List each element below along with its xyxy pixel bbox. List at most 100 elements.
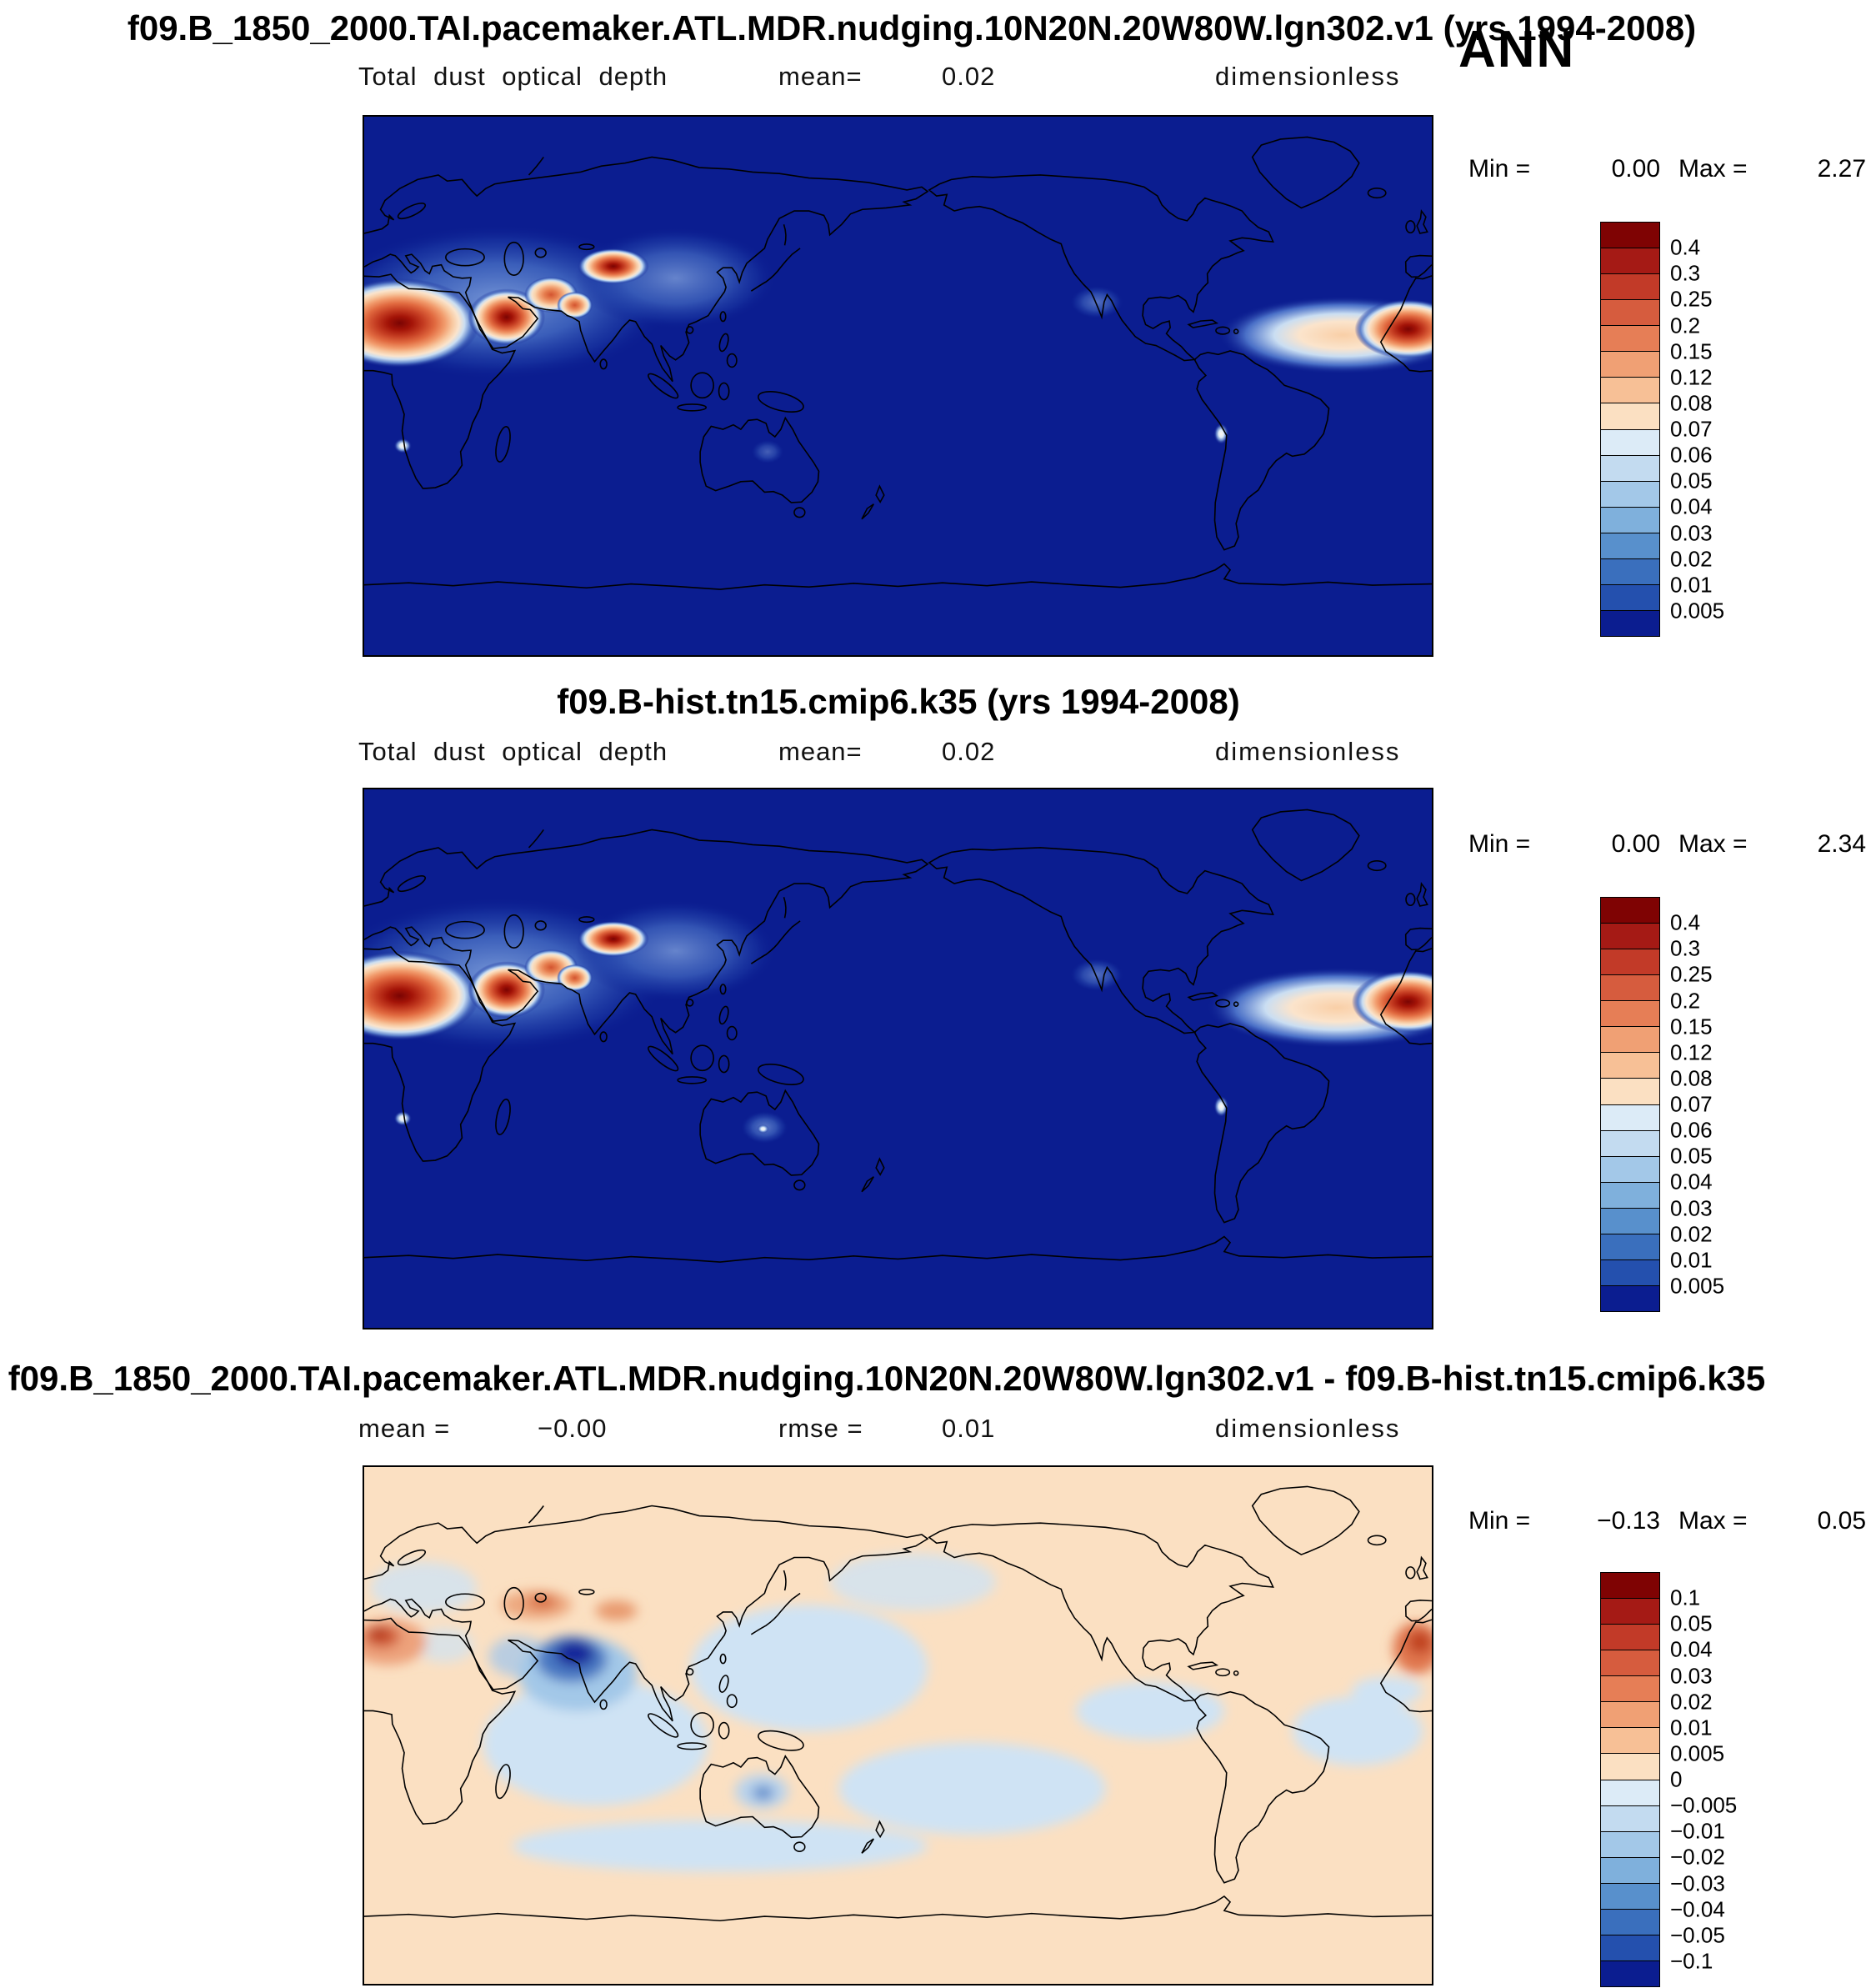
colorbar-cell (1600, 1026, 1660, 1054)
panel-2-field-label: Total dust optical depth (358, 737, 668, 766)
ocean-background (364, 117, 1432, 655)
colorbar-cell (1600, 1934, 1660, 1961)
strong-negative-core (555, 1640, 594, 1667)
colorbar-tick-label: 0.02 (1670, 546, 1713, 572)
season-label: ANN (1458, 21, 1576, 78)
sahara-dust-maximum (364, 278, 480, 368)
colorbar-tick-label: 0.005 (1670, 1740, 1725, 1766)
colorbar-cell (1600, 1908, 1660, 1935)
colorbar-cell (1600, 325, 1660, 353)
colorbar-tick-label: 0.12 (1670, 1039, 1713, 1065)
min-value: 0.00 (1611, 830, 1660, 858)
difference-anomalies (364, 1553, 1432, 1872)
colorbar-labels: 0.4 0.3 0.25 0.2 0.15 0.12 0.08 0.07 0.06 0.05 0.0… (1670, 897, 1812, 1312)
colorbar-tick-label: 0.2 (1670, 988, 1701, 1013)
colorbar-tick-label: 0.01 (1670, 572, 1713, 598)
max-value: 2.34 (1817, 830, 1866, 858)
panel-1-minmax: Min = 0.00 Max = 2.27 (1468, 155, 1866, 183)
australia-dust-spot (757, 1124, 769, 1134)
colorbar-tick-label: 0.04 (1670, 1636, 1713, 1662)
min-value: −0.13 (1597, 1507, 1660, 1535)
colorbar-cell (1600, 949, 1660, 976)
max-label: Max = (1678, 1507, 1748, 1535)
panel-1-mean-value: 0.02 (942, 62, 996, 91)
colorbar-cell (1600, 1675, 1660, 1703)
colorbar-cell (1600, 609, 1660, 637)
colorbar-cell (1600, 1078, 1660, 1105)
colorbar-cell (1600, 506, 1660, 533)
colorbar-cell (1600, 351, 1660, 378)
max-value: 2.27 (1817, 155, 1866, 183)
colorbar-tick-label: 0.4 (1670, 909, 1701, 935)
colorbar-tick-label: 0.005 (1670, 598, 1725, 623)
panel-2-subheader: Total dust optical depth mean= 0.02 dime… (0, 737, 1876, 774)
colorbar-cell (1600, 1727, 1660, 1755)
colorbar-tick-label: 0.15 (1670, 338, 1713, 364)
colorbar-cell (1600, 897, 1660, 924)
colorbar-tick-label: 0.05 (1670, 1143, 1713, 1169)
colorbar-cell (1600, 1598, 1660, 1625)
panel-3-colorbar: 0.1 0.05 0.04 0.03 0.02 0.01 0.005 0 −0.005 −0.01… (1600, 1572, 1817, 1987)
colorbar-labels: 0.4 0.3 0.25 0.2 0.15 0.12 0.08 0.07 0.06 0.05 0.0… (1670, 222, 1812, 637)
colorbar-tick-label: 0.05 (1670, 1610, 1713, 1636)
colorbar-tick-label: 0.04 (1670, 493, 1713, 519)
colorbar-tick-label: 0.25 (1670, 286, 1713, 312)
colorbar-tick-label: 0.06 (1670, 442, 1713, 468)
panel-2-dust-map (363, 788, 1433, 1330)
colorbar-cell (1600, 1284, 1660, 1312)
panel-3-difference-map (363, 1465, 1433, 1985)
panel-2-title: f09.B-hist.tn15.cmip6.k35 (yrs 1994-2008… (557, 682, 1240, 721)
colorbar-cell (1600, 454, 1660, 482)
colorbar-tick-label: 0.01 (1670, 1247, 1713, 1273)
colorbar-tick-label: 0.005 (1670, 1273, 1725, 1299)
colorbar-cell (1600, 299, 1660, 327)
colorbar-tick-label: −0.03 (1670, 1870, 1725, 1895)
sahara-dust-maximum (364, 950, 480, 1041)
colorbar-cell (1600, 273, 1660, 301)
colorbar-tick-label: 0.01 (1670, 1715, 1713, 1740)
colorbar-tick-label: 0.03 (1670, 1195, 1713, 1220)
min-value: 0.00 (1611, 155, 1660, 183)
colorbar-tick-label: −0.04 (1670, 1896, 1725, 1922)
colorbar-tick-label: 0.3 (1670, 935, 1701, 961)
colorbar-cell (1600, 248, 1660, 275)
panel-3-rmse-value: 0.01 (942, 1414, 996, 1443)
panel-1-mean-label: mean= (778, 62, 863, 91)
panel-3-subheader: mean = −0.00 rmse = 0.01 dimensionless (0, 1414, 1876, 1450)
panel-3-mean-label: mean = (358, 1414, 451, 1443)
taklamakan-dust-maximum (578, 248, 649, 284)
colorbar-cell (1600, 1181, 1660, 1209)
min-label: Min = (1468, 1507, 1531, 1535)
colorbar-cell (1600, 1753, 1660, 1780)
panel-1-dust-map (363, 115, 1433, 657)
colorbar-cell (1600, 532, 1660, 559)
colorbar-tick-label: 0.08 (1670, 1065, 1713, 1091)
dust-plumes (364, 897, 1432, 1144)
max-value: 0.05 (1817, 1507, 1866, 1535)
colorbar-cell (1600, 1052, 1660, 1079)
panel-3-rmse-label: rmse = (778, 1414, 863, 1443)
ocean-background (364, 789, 1432, 1328)
colorbar-cell (1600, 1830, 1660, 1858)
colorbar-tick-label: 0.2 (1670, 313, 1701, 338)
colorbar-tick-label: −0.05 (1670, 1922, 1725, 1948)
colorbar-tick-label: 0.4 (1670, 234, 1701, 260)
colorbar-cell (1600, 377, 1660, 404)
colorbar-cell (1600, 1207, 1660, 1234)
colorbar-cell (1600, 558, 1660, 585)
panel-2-colorbar: 0.4 0.3 0.25 0.2 0.15 0.12 0.08 0.07 0.06 0.05 0.0… (1600, 897, 1817, 1312)
arabia-dust-maximum (468, 288, 546, 346)
colorbar-tick-label: 0.02 (1670, 1689, 1713, 1715)
max-label: Max = (1678, 830, 1748, 858)
arabia-dust-maximum (468, 961, 546, 1019)
colorbar-cell (1600, 1000, 1660, 1028)
colorbar-tick-label: 0.03 (1670, 520, 1713, 545)
colorbar-tick-label: 0.06 (1670, 1117, 1713, 1143)
colorbar-cell (1600, 1155, 1660, 1183)
colorbar-tick-label: 0 (1670, 1766, 1683, 1792)
taklamakan-dust-maximum (578, 920, 649, 957)
positive-anomaly-tarim (595, 1600, 638, 1621)
colorbar-cell (1600, 480, 1660, 508)
panel-1-title: f09.B_1850_2000.TAI.pacemaker.ATL.MDR.nu… (127, 8, 1697, 48)
colorbar-tick-label: −0.1 (1670, 1948, 1713, 1974)
